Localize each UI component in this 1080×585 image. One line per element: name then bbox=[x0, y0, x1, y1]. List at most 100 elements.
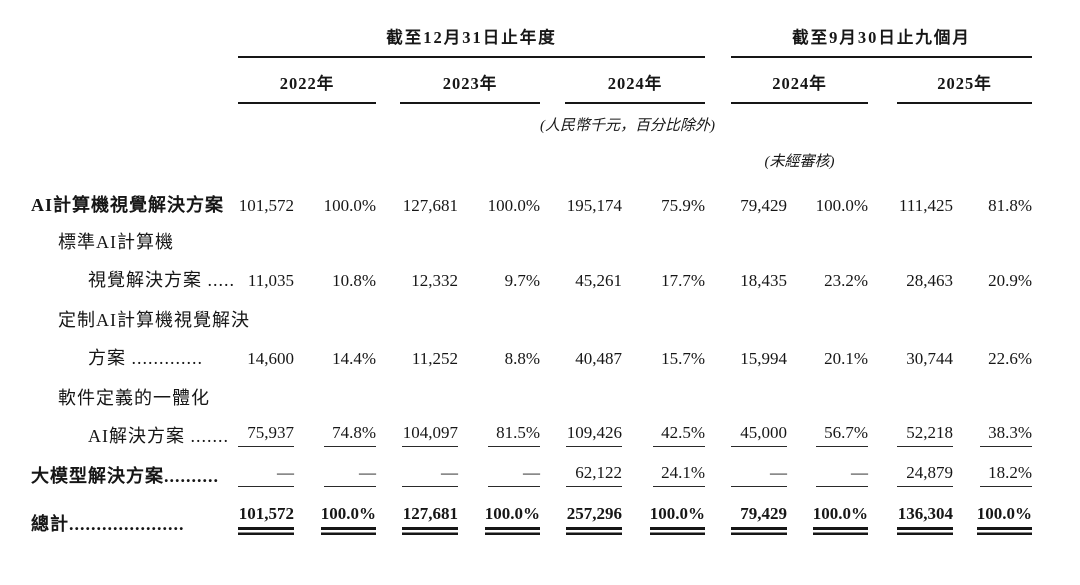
cell-value: 24,879 bbox=[897, 463, 953, 487]
cell-value: 100.0% bbox=[323, 196, 376, 216]
cell-value: 18,435 bbox=[740, 271, 787, 291]
period-group-header-row: 截至12月31日止年度 截至9月30日止九個月 bbox=[31, 18, 1032, 58]
cell-value: 42.5% bbox=[653, 423, 705, 447]
cell-percent: 56.7% bbox=[787, 414, 868, 452]
cell-value: — bbox=[816, 463, 868, 487]
cell-value: 109,426 bbox=[566, 423, 622, 447]
cell-amount: 28,463 bbox=[897, 258, 953, 296]
cell-value: 23.2% bbox=[824, 271, 868, 291]
cell-value: 12,332 bbox=[411, 271, 458, 291]
group-header-9m: 截至9月30日止九個月 bbox=[731, 18, 1032, 58]
cell-amount: 136,304 bbox=[897, 492, 953, 540]
cell-value: 104,097 bbox=[402, 423, 458, 447]
cell-amount: 104,097 bbox=[400, 414, 458, 452]
cell-value: 257,296 bbox=[566, 504, 622, 535]
cell-percent: 14.4% bbox=[294, 336, 376, 374]
cell-amount: 14,600 bbox=[238, 336, 294, 374]
cell-percent: 100.0% bbox=[458, 492, 540, 540]
year-header-2025-9m: 2025年 bbox=[897, 57, 1032, 104]
row-label: 視覺解決方案 ..... bbox=[88, 270, 235, 291]
cell-value: 62,122 bbox=[566, 463, 622, 487]
unaudited-note: (未經審核) bbox=[764, 153, 835, 170]
cell-value: 15.7% bbox=[661, 349, 705, 369]
cell-amount: 11,252 bbox=[400, 336, 458, 374]
cell-amount: 52,218 bbox=[897, 414, 953, 452]
cell-percent: 100.0% bbox=[787, 492, 868, 540]
cell-amount: 101,572 bbox=[238, 492, 294, 540]
cell-amount: 45,261 bbox=[565, 258, 622, 296]
cell-amount: 62,122 bbox=[565, 452, 622, 492]
cell-value: 100.0% bbox=[321, 504, 376, 535]
cell-value: 195,174 bbox=[566, 196, 622, 216]
cell-percent: — bbox=[787, 452, 868, 492]
cell-percent: — bbox=[294, 452, 376, 492]
cell-percent: 22.6% bbox=[953, 336, 1032, 374]
cell-value: 11,252 bbox=[411, 349, 458, 369]
cell-amount: 40,487 bbox=[565, 336, 622, 374]
cell-value: 22.6% bbox=[988, 349, 1032, 369]
cell-value: 45,261 bbox=[575, 271, 622, 291]
cell-value: 100.0% bbox=[813, 504, 868, 535]
cell-amount: 79,429 bbox=[731, 177, 787, 221]
cell-amount: 24,879 bbox=[897, 452, 953, 492]
year-header-row: 2022年 2023年 2024年 2024年 2025年 bbox=[31, 57, 1032, 104]
cell-value: 10.8% bbox=[332, 271, 376, 291]
group-header-fy: 截至12月31日止年度 bbox=[238, 18, 705, 58]
cell-value: 75.9% bbox=[661, 196, 705, 216]
cell-percent: 8.8% bbox=[458, 336, 540, 374]
cell-value: 100.0% bbox=[485, 504, 540, 535]
table-row-standard-ai-values: 視覺解決方案 ..... 11,035 10.8% 12,332 9.7% 45… bbox=[31, 258, 1032, 296]
cell-amount: 18,435 bbox=[731, 258, 787, 296]
cell-value: 15,994 bbox=[740, 349, 787, 369]
cell-value: 127,681 bbox=[402, 504, 458, 535]
cell-value: 40,487 bbox=[575, 349, 622, 369]
table-row-custom-ai-label: 定制AI計算機視覺解決 bbox=[31, 296, 1032, 336]
cell-percent: 42.5% bbox=[622, 414, 705, 452]
cell-amount: — bbox=[731, 452, 787, 492]
year-header-2024fy: 2024年 bbox=[565, 57, 705, 104]
unaudited-note-row: (未經審核) bbox=[31, 141, 1032, 177]
cell-amount: — bbox=[400, 452, 458, 492]
cell-value: — bbox=[238, 463, 294, 487]
cell-amount: 101,572 bbox=[238, 177, 294, 221]
cell-value: 75,937 bbox=[238, 423, 294, 447]
cell-value: 17.7% bbox=[661, 271, 705, 291]
cell-percent: 17.7% bbox=[622, 258, 705, 296]
table-row-large-model-solutions: 大模型解決方案.......... — — — — 62,122 24.1% —… bbox=[31, 452, 1032, 492]
cell-value: 100.0% bbox=[650, 504, 705, 535]
cell-amount: 45,000 bbox=[731, 414, 787, 452]
unit-note: (人民幣千元，百分比除外) bbox=[540, 117, 715, 134]
cell-percent: 9.7% bbox=[458, 258, 540, 296]
cell-value: 45,000 bbox=[731, 423, 787, 447]
row-label: AI計算機視覺解決方案 bbox=[31, 195, 225, 216]
cell-percent: 10.8% bbox=[294, 258, 376, 296]
cell-value: 18.2% bbox=[980, 463, 1032, 487]
cell-percent: 100.0% bbox=[953, 492, 1032, 540]
cell-percent: 20.1% bbox=[787, 336, 868, 374]
financial-table: 截至12月31日止年度 截至9月30日止九個月 2022年 2023年 2024… bbox=[31, 18, 1032, 540]
table-row-total: 總計..................... 101,572 100.0% 1… bbox=[31, 492, 1032, 540]
cell-amount: — bbox=[238, 452, 294, 492]
row-label: AI解決方案 ....... bbox=[88, 426, 229, 447]
cell-value: 101,572 bbox=[238, 504, 294, 535]
cell-percent: 100.0% bbox=[787, 177, 868, 221]
cell-amount: 11,035 bbox=[238, 258, 294, 296]
cell-value: 74.8% bbox=[324, 423, 376, 447]
row-label: 定制AI計算機視覺解決 bbox=[58, 310, 250, 331]
table-row-ai-cv-solutions: AI計算機視覺解決方案 101,572 100.0% 127,681 100.0… bbox=[31, 177, 1032, 221]
cell-value: 111,425 bbox=[899, 196, 953, 216]
cell-amount: 127,681 bbox=[400, 177, 458, 221]
cell-value: 79,429 bbox=[731, 504, 787, 535]
cell-value: 100.0% bbox=[487, 196, 540, 216]
cell-amount: 109,426 bbox=[565, 414, 622, 452]
cell-value: 11,035 bbox=[247, 271, 294, 291]
cell-amount: 79,429 bbox=[731, 492, 787, 540]
row-label: 標準AI計算機 bbox=[58, 232, 174, 253]
cell-value: — bbox=[324, 463, 376, 487]
row-label: 軟件定義的一體化 bbox=[58, 388, 210, 409]
year-header-2024-9m: 2024年 bbox=[731, 57, 868, 104]
cell-percent: 100.0% bbox=[294, 492, 376, 540]
cell-percent: 23.2% bbox=[787, 258, 868, 296]
row-label: 總計..................... bbox=[31, 514, 185, 535]
cell-percent: — bbox=[458, 452, 540, 492]
